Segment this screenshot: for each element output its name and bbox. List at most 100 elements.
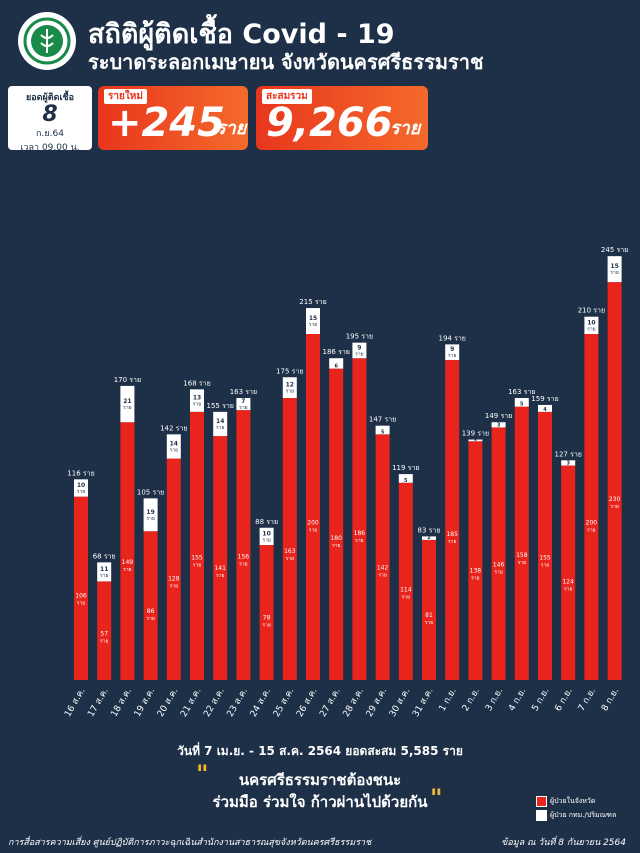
bar-bangkok	[282, 377, 297, 399]
bar-in-province	[352, 358, 367, 680]
page-subtitle: ระบาดระลอกเมษายน จังหวัดนครศรีธรรมราช	[88, 50, 484, 74]
data-label-bangkok: 9	[450, 346, 454, 353]
bar-in-province	[74, 496, 88, 680]
data-label-total: 159 ราย	[531, 395, 558, 403]
bar-in-province	[445, 359, 460, 680]
x-tick-label: 21 ส.ค.	[179, 687, 203, 719]
data-label-in-province: 200	[586, 519, 598, 526]
data-label-in-province: 142	[377, 564, 389, 571]
bar-in-province	[190, 411, 204, 680]
open-quote-mark: "	[196, 760, 209, 788]
legend-label-in-province: ผู้ป่วยในจังหวัด	[550, 797, 596, 805]
data-label-total: 215 ราย	[299, 298, 326, 306]
bar-in-province	[468, 441, 483, 680]
data-label-total: 155 ราย	[207, 402, 234, 410]
data-label-bangkok: 14	[216, 418, 224, 425]
x-tick-label: 1 ก.ย.	[438, 687, 459, 714]
new-cases-label: รายใหม่	[104, 89, 147, 104]
page-title: สถิติผู้ติดเชื้อ Covid - 19	[88, 19, 395, 50]
data-label-unit: ราย	[146, 516, 154, 522]
data-label-in-province: 78	[263, 614, 271, 621]
bar-bangkok	[329, 358, 344, 369]
data-label-unit: ราย	[100, 573, 108, 579]
data-label-total: 119 ราย	[392, 464, 419, 472]
x-tick-label: 19 ส.ค.	[133, 687, 157, 719]
data-label-total: 168 ราย	[183, 379, 210, 387]
bar-in-province	[236, 410, 251, 680]
x-tick-label: 31 ส.ค.	[411, 687, 435, 719]
footer-bar: การสื่อสารความเสี่ยง ศูนย์ปฏิบัติการภาวะ…	[0, 832, 640, 853]
bar-in-province	[561, 465, 576, 680]
data-label-unit: ราย	[100, 639, 108, 645]
data-label-in-province: 185	[446, 531, 458, 538]
data-label-unit: ราย	[402, 594, 410, 600]
bar-bangkok	[375, 425, 390, 435]
x-tick-label: 17 ส.ค.	[86, 687, 110, 719]
data-label-unit: ราย	[239, 562, 247, 568]
bar-bangkok	[213, 411, 228, 437]
bar-in-province	[166, 458, 181, 680]
bar-bangkok	[607, 256, 622, 283]
data-label-in-province: 86	[147, 608, 155, 615]
x-tick-label: 27 ส.ค.	[318, 687, 342, 719]
data-label-total: 127 ราย	[555, 450, 582, 458]
x-tick-label: 23 ส.ค.	[226, 687, 250, 719]
bar-in-province	[491, 427, 506, 680]
data-label-bangkok: 13	[193, 395, 201, 402]
bar-bangkok	[584, 316, 599, 334]
data-label-unit: ราย	[587, 527, 595, 533]
data-label-unit: ราย	[355, 538, 363, 544]
data-label-unit: ราย	[123, 405, 131, 411]
bar-bangkok	[422, 536, 436, 540]
chart-legend: ผู้ป่วยในจังหวัด ผู้ป่วย กทม./ปริมณฑล	[536, 796, 616, 824]
data-label-total: 195 ราย	[346, 333, 373, 341]
bar-bangkok	[398, 474, 413, 483]
data-label-total: 142 ราย	[160, 424, 187, 432]
data-label-bangkok: 3	[566, 460, 570, 466]
x-tick-label: 28 ส.ค.	[342, 687, 366, 719]
data-label-bangkok: 19	[146, 509, 154, 516]
data-label-bangkok: 7	[241, 398, 245, 405]
legend-swatch-red	[536, 796, 547, 807]
data-label-total: 194 ราย	[439, 334, 466, 342]
new-cases-card: รายใหม่ +245 ราย	[98, 86, 248, 150]
data-label-bangkok: 10	[77, 482, 85, 489]
bar-in-province	[120, 422, 135, 680]
legend-label-bangkok: ผู้ป่วย กทม./ปริมณฑล	[550, 811, 617, 819]
data-label-total: 186 ราย	[323, 348, 350, 356]
bar-in-province	[97, 581, 112, 680]
data-label-unit: ราย	[77, 600, 85, 606]
x-tick-label: 30 ส.ค.	[388, 687, 412, 719]
x-tick-label: 24 ส.ค.	[249, 687, 273, 719]
bar-bangkok	[236, 398, 251, 411]
bar-bangkok	[166, 434, 181, 459]
data-label-in-province: 146	[493, 561, 505, 568]
bar-in-province	[607, 282, 622, 680]
report-date-box: ยอดผู้ติดเชื้อ 8 ก.ย.64 เวลา 09.00 น.	[8, 86, 92, 153]
data-label-unit: ราย	[146, 616, 154, 622]
data-label-unit: ราย	[332, 543, 340, 549]
bar-bangkok	[97, 562, 112, 582]
data-label-total: 83 ราย	[418, 526, 441, 534]
data-label-in-province: 128	[168, 575, 180, 582]
data-label-unit: ราย	[262, 622, 270, 628]
bar-bangkok	[514, 398, 529, 407]
x-tick-label: 7 ก.ย.	[577, 687, 598, 714]
bar-in-province	[306, 334, 320, 680]
data-label-in-province: 106	[75, 592, 87, 599]
data-label-unit: ราย	[355, 351, 363, 357]
data-label-unit: ราย	[286, 556, 294, 562]
data-label-total: 163 ราย	[230, 388, 257, 396]
data-label-unit: ราย	[541, 562, 549, 568]
x-tick-label: 18 ส.ค.	[110, 687, 134, 719]
data-label-bangkok: 21	[123, 398, 131, 405]
data-label-unit: ราย	[309, 527, 317, 533]
data-label-unit: ราย	[193, 402, 201, 408]
data-label-bangkok: 15	[309, 315, 317, 322]
data-label-unit: ราย	[286, 389, 294, 395]
data-label-unit: ราย	[610, 504, 618, 510]
data-label-bangkok: 5	[381, 429, 385, 435]
data-label-unit: ราย	[448, 353, 456, 359]
data-label-in-province: 180	[330, 535, 342, 542]
